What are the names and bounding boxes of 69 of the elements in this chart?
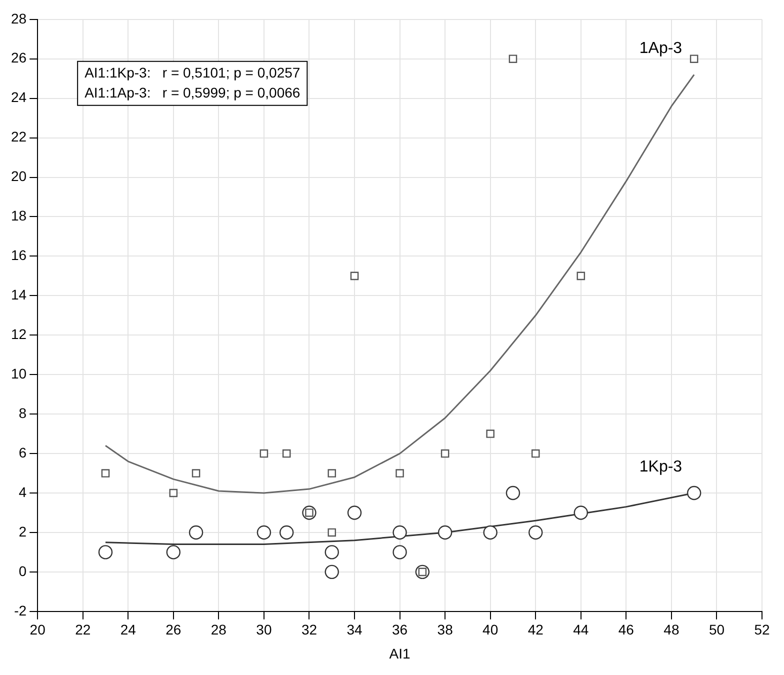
y-tick-label: 20 — [10, 168, 27, 184]
y-tick-label: 2 — [18, 523, 27, 540]
point — [101, 469, 110, 478]
x-tick-label: 22 — [75, 622, 91, 638]
point — [486, 430, 494, 438]
x-tick-label: 44 — [573, 622, 589, 638]
point — [169, 488, 178, 498]
point — [392, 545, 407, 560]
point — [256, 525, 272, 540]
y-tick-label: 10 — [10, 365, 27, 382]
point — [506, 486, 520, 500]
y-tick-label: 14 — [10, 286, 27, 303]
y-tick-label: 4 — [18, 484, 27, 500]
point — [324, 545, 339, 560]
point — [574, 506, 588, 520]
point — [483, 525, 498, 540]
y-tick-label: -2 — [14, 602, 27, 618]
x-tick-label: 34 — [346, 622, 363, 638]
point — [531, 449, 540, 458]
x-tick-label: 26 — [166, 622, 182, 638]
y-tick-label: 18 — [10, 208, 27, 224]
point — [282, 449, 291, 458]
x-tick-label: 28 — [210, 622, 227, 638]
x-tick-label: 24 — [120, 622, 136, 638]
y-tick-label: 28 — [10, 10, 27, 26]
point — [347, 506, 362, 520]
point — [508, 54, 518, 63]
series-label: 1Ap-3 — [639, 40, 682, 58]
point — [686, 486, 702, 500]
y-tick-label: 6 — [18, 444, 27, 460]
point — [576, 272, 586, 280]
point — [350, 272, 359, 280]
point — [438, 525, 452, 540]
point — [98, 545, 113, 560]
point — [166, 545, 181, 560]
point — [328, 469, 336, 478]
point — [260, 449, 268, 458]
x-tick-label: 52 — [754, 622, 770, 638]
point — [324, 564, 339, 580]
annotation: AI1:1Ap-3: r = 0,5999; p = 0,0066 — [84, 84, 300, 100]
x-tick-label: 46 — [618, 622, 634, 638]
y-tick-label: 16 — [10, 247, 27, 264]
x-tick-label: 48 — [664, 622, 680, 638]
point — [528, 525, 543, 540]
x-axis-title: AI1 — [389, 645, 411, 662]
point — [392, 525, 407, 540]
point — [690, 54, 698, 63]
point — [188, 525, 204, 540]
y-tick-label: 0 — [18, 562, 27, 579]
y-tick-label: 12 — [10, 326, 27, 342]
point — [328, 528, 336, 537]
y-tick-label: 24 — [10, 89, 27, 106]
x-tick-label: 32 — [301, 622, 318, 638]
x-tick-label: 42 — [528, 622, 544, 638]
annotation: AI1:1Kp-3: r = 0,5101; p = 0,0257 — [84, 64, 300, 80]
x-tick-label: 40 — [482, 622, 498, 638]
y-tick-label: 26 — [10, 50, 27, 66]
y-tick-label: 22 — [10, 128, 27, 145]
x-tick-label: 20 — [30, 622, 46, 638]
x-tick-label: 38 — [437, 622, 454, 638]
point — [192, 469, 200, 478]
x-tick-label: 50 — [708, 622, 725, 638]
point — [279, 525, 294, 540]
point — [440, 449, 450, 458]
y-tick-label: 8 — [18, 404, 27, 421]
series-label: 1Kp-3 — [639, 458, 682, 476]
x-tick-label: 30 — [256, 622, 272, 638]
x-tick-label: 36 — [392, 622, 408, 638]
point — [396, 469, 404, 478]
